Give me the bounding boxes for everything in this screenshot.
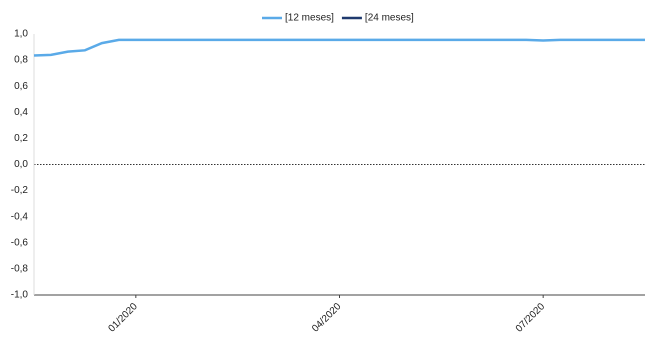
legend: [12 meses] [24 meses] <box>262 13 414 24</box>
y-tick-label: -0,8 <box>11 264 29 275</box>
x-tick-label: 07/2020 <box>514 301 548 335</box>
y-tick-label: 0,6 <box>14 81 28 92</box>
y-tick-label: 0,2 <box>14 133 28 144</box>
legend-label: [24 meses] <box>365 13 414 24</box>
y-tick-label: -1,0 <box>11 290 29 301</box>
x-tick-label: 04/2020 <box>310 301 344 335</box>
legend-label: [12 meses] <box>285 13 334 24</box>
y-tick-label: -0,2 <box>11 185 29 196</box>
y-tick-label: -0,4 <box>11 211 29 222</box>
x-tick-label: 01/2020 <box>106 301 140 335</box>
y-tick-label: 0,4 <box>14 107 28 118</box>
y-tick-label: 0,0 <box>14 159 28 170</box>
y-tick-label: 1,0 <box>14 29 28 40</box>
series-line <box>33 38 645 57</box>
y-tick-label: 0,8 <box>14 55 28 66</box>
y-tick-label: -0,6 <box>11 237 29 248</box>
